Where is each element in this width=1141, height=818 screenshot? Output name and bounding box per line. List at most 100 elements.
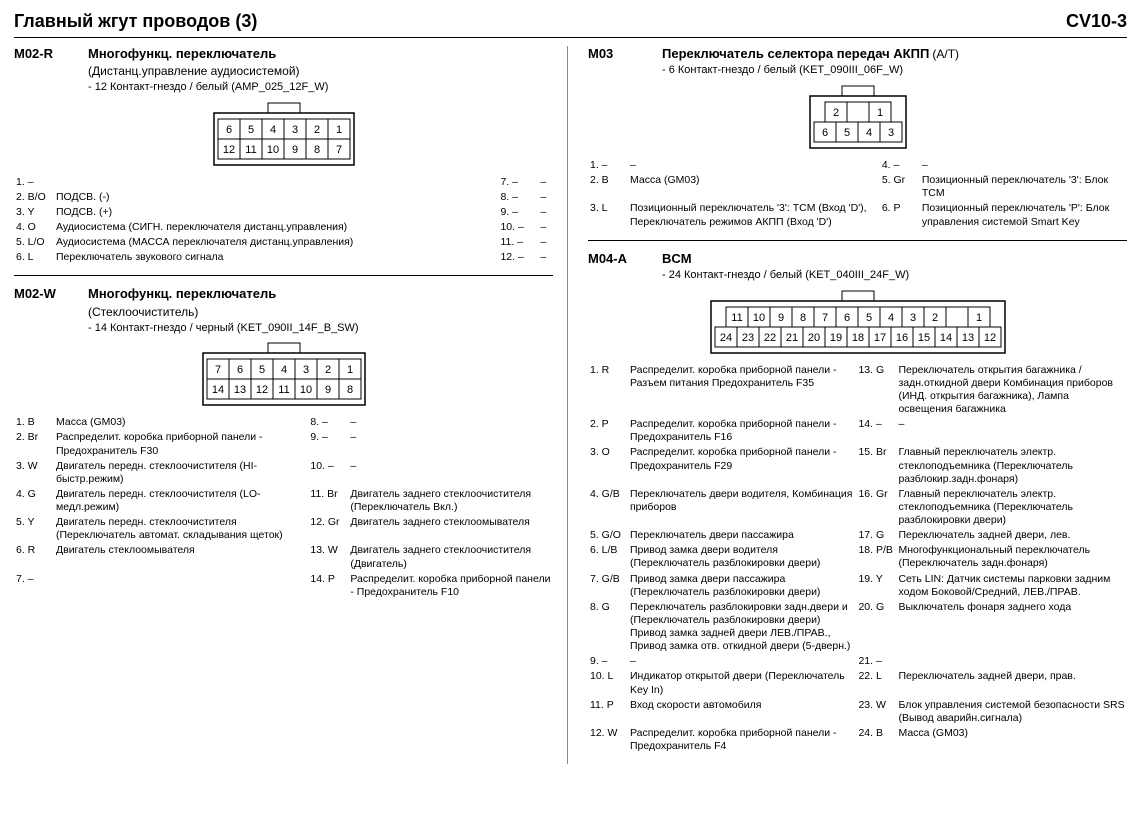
- pin-desc: Привод замка двери пассажира (Переключат…: [628, 572, 856, 600]
- pin-row: 2. BrРаспределит. коробка приборной пане…: [14, 430, 553, 458]
- svg-text:4: 4: [865, 127, 871, 139]
- section-divider: [14, 275, 553, 276]
- connector-id: M03: [588, 46, 644, 62]
- svg-text:12: 12: [222, 144, 234, 156]
- pin-desc: Переключатель разблокировки задн.двери и…: [628, 600, 856, 655]
- connector-subtitle: (Дистанц.управление аудиосистемой): [88, 64, 553, 79]
- pin-desc: Двигатель передн. стеклоочистителя (HI-б…: [54, 459, 308, 487]
- svg-text:5: 5: [843, 127, 849, 139]
- pin-desc: Главный переключатель электр. стеклоподъ…: [896, 445, 1127, 486]
- pin-number: 8. –: [308, 415, 348, 430]
- page-body: M02-R Многофункц. переключатель (Дистанц…: [14, 46, 1127, 765]
- pin-desc: Аудиосистема (МАССА переключателя дистан…: [54, 235, 498, 250]
- svg-text:17: 17: [873, 332, 885, 344]
- connector-m02w: M02-W Многофункц. переключатель (Стеклоо…: [14, 286, 553, 600]
- pin-desc: Двигатель заднего стеклоочистителя (Пере…: [348, 487, 553, 515]
- pin-row: 3. OРаспределит. коробка приборной панел…: [588, 445, 1127, 486]
- pin-desc: –: [538, 220, 553, 235]
- pin-desc: –: [538, 175, 553, 190]
- pin-number: 2. B/O: [14, 190, 54, 205]
- page-code: CV10-3: [1066, 10, 1127, 33]
- pin-desc: –: [538, 190, 553, 205]
- pin-number: 9. –: [588, 654, 628, 669]
- svg-text:4: 4: [280, 364, 286, 376]
- pin-number: 10. –: [308, 459, 348, 487]
- svg-text:22: 22: [763, 332, 775, 344]
- pin-row: 5. L/OАудиосистема (МАССА переключателя …: [14, 235, 553, 250]
- pin-desc: Двигатель заднего стеклоомывателя: [348, 515, 553, 543]
- pin-row: 6. LПереключатель звукового сигнала12. –…: [14, 250, 553, 265]
- pin-table: 1. ––4. ––2. BМасса (GM03)5. GrПозиционн…: [588, 158, 1127, 230]
- pin-number: 19. Y: [856, 572, 896, 600]
- pin-desc: Двигатель передн. стеклоочистителя (Пере…: [54, 515, 308, 543]
- connector-spec: - 12 Контакт-гнездо / белый (AMP_025_12F…: [88, 81, 553, 95]
- pin-desc: Переключатель задней двери, лев.: [896, 528, 1127, 543]
- svg-text:20: 20: [807, 332, 819, 344]
- pin-desc: Двигатель передн. стеклоочистителя (LO-м…: [54, 487, 308, 515]
- connector-diagram: 216543: [588, 84, 1127, 150]
- connector-subtitle: (Стеклоочиститель): [88, 305, 553, 320]
- connector-spec: - 24 Контакт-гнездо / белый (KET_040III_…: [662, 269, 1127, 283]
- pin-desc: Переключатель двери водителя, Комбинация…: [628, 487, 856, 528]
- pin-desc: [896, 654, 1127, 669]
- pin-number: 11. P: [588, 698, 628, 726]
- pin-desc: –: [348, 459, 553, 487]
- svg-text:18: 18: [851, 332, 863, 344]
- pin-desc: ПОДСВ. (+): [54, 205, 498, 220]
- pin-number: 17. G: [856, 528, 896, 543]
- svg-text:4: 4: [269, 124, 275, 136]
- svg-text:11: 11: [731, 312, 742, 324]
- pin-desc: Масса (GM03): [896, 726, 1127, 754]
- pin-number: 2. B: [588, 173, 628, 201]
- pin-number: 1. –: [14, 175, 54, 190]
- pin-desc: Позиционный переключатель '3': Блок TCM: [920, 173, 1127, 201]
- pin-desc: Распределит. коробка приборной панели - …: [54, 430, 308, 458]
- pin-desc: Многофункциональный переключатель (Перек…: [896, 543, 1127, 571]
- pin-desc: –: [538, 250, 553, 265]
- pin-row: 3. WДвигатель передн. стеклоочистителя (…: [14, 459, 553, 487]
- svg-text:10: 10: [299, 384, 311, 396]
- pin-number: 18. P/B: [856, 543, 896, 571]
- connector-id: M02-W: [14, 286, 70, 302]
- pin-desc: Переключатель открытия багажника / задн.…: [896, 363, 1127, 418]
- pin-number: 5. Y: [14, 515, 54, 543]
- pin-number: 12. –: [498, 250, 538, 265]
- svg-text:9: 9: [324, 384, 330, 396]
- pin-desc: Индикатор открытой двери (Переключатель …: [628, 669, 856, 697]
- pin-desc: –: [628, 158, 880, 173]
- pin-number: 8. –: [498, 190, 538, 205]
- pin-number: 7. G/B: [588, 572, 628, 600]
- pin-desc: Блок управления системой безопасности SR…: [896, 698, 1127, 726]
- page-title: Главный жгут проводов (3): [14, 10, 257, 33]
- pin-desc: Двигатель стеклоомывателя: [54, 543, 308, 571]
- pin-number: 22. L: [856, 669, 896, 697]
- pin-number: 9. –: [308, 430, 348, 458]
- pin-number: 11. Br: [308, 487, 348, 515]
- pin-table: 1. BМасса (GM03)8. ––2. BrРаспределит. к…: [14, 415, 553, 600]
- svg-text:16: 16: [895, 332, 907, 344]
- pin-desc: Распределит. коробка приборной панели - …: [628, 445, 856, 486]
- pin-desc: –: [348, 415, 553, 430]
- pin-number: 12. W: [588, 726, 628, 754]
- pin-row: 10. LИндикатор открытой двери (Переключа…: [588, 669, 1127, 697]
- pin-desc: –: [348, 430, 553, 458]
- connector-m04a: M04-A BCM - 24 Контакт-гнездо / белый (K…: [588, 251, 1127, 755]
- pin-number: 13. W: [308, 543, 348, 571]
- pin-desc: Распределит. коробка приборной панели - …: [348, 572, 553, 600]
- connector-diagram: 111098765432124232221201918171615141312: [588, 289, 1127, 355]
- page-header: Главный жгут проводов (3) CV10-3: [14, 10, 1127, 38]
- svg-text:2: 2: [832, 107, 838, 119]
- svg-text:3: 3: [887, 127, 893, 139]
- pin-row: 6. RДвигатель стеклоомывателя13. WДвигат…: [14, 543, 553, 571]
- svg-text:8: 8: [346, 384, 352, 396]
- pin-number: 1. R: [588, 363, 628, 418]
- pin-row: 4. GДвигатель передн. стеклоочистителя (…: [14, 487, 553, 515]
- pin-row: 6. L/BПривод замка двери водителя (Перек…: [588, 543, 1127, 571]
- connector-spec: - 6 Контакт-гнездо / белый (KET_090III_0…: [662, 64, 1127, 78]
- connector-title: Переключатель селектора передач АКПП: [662, 46, 929, 61]
- section-divider: [588, 240, 1127, 241]
- svg-text:9: 9: [777, 312, 783, 324]
- pin-desc: –: [538, 235, 553, 250]
- pin-number: 13. G: [856, 363, 896, 418]
- pin-number: 4. G: [14, 487, 54, 515]
